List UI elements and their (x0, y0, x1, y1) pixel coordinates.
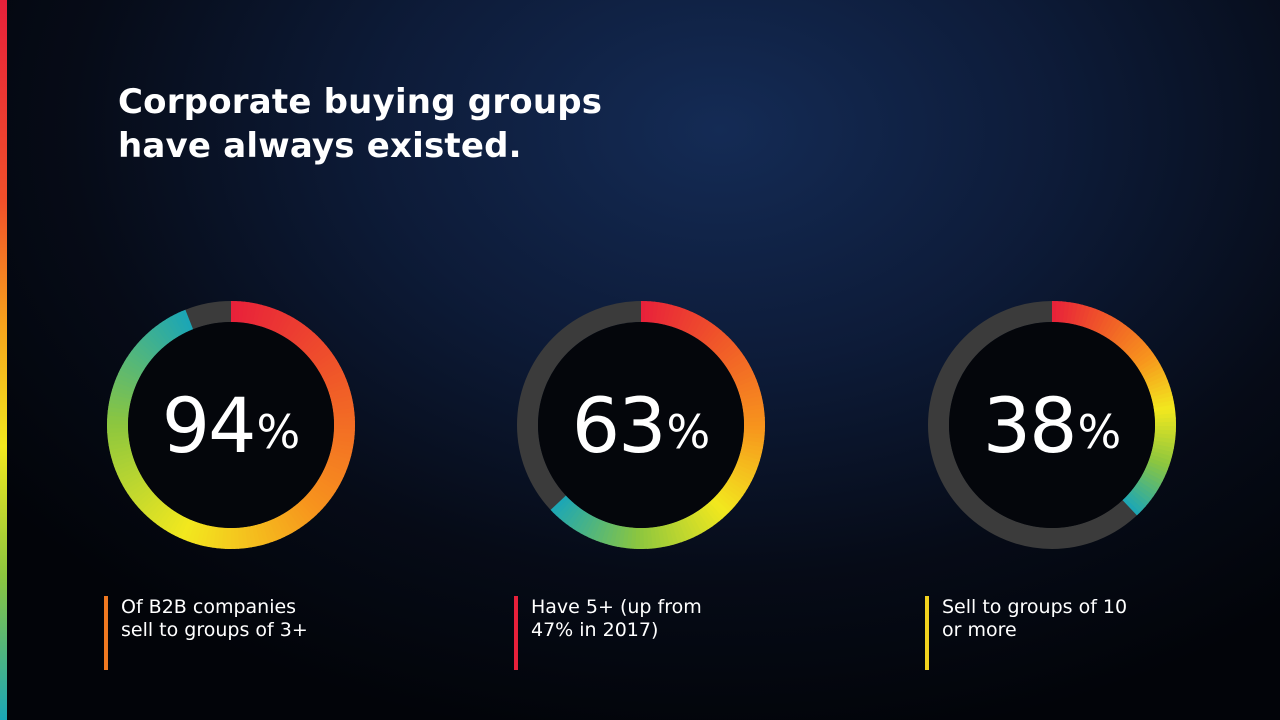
donut-arc-segment (550, 495, 569, 513)
accent-stripe (0, 0, 7, 720)
caption-2: Sell to groups of 10 or more (925, 596, 1127, 670)
donut-number-2: 38 (982, 380, 1078, 470)
donut-svg-1 (517, 301, 766, 549)
donut-arc-0 (106, 301, 355, 549)
donut-arc-segment (181, 309, 194, 331)
donut-svg-2 (928, 301, 1176, 549)
donut-arc-segment (1122, 497, 1141, 516)
donut-chart-1: 63% (516, 300, 766, 550)
slide-title: Corporate buying groups have always exis… (118, 82, 603, 166)
donut-center-2 (949, 322, 1155, 528)
caption-0: Of B2B companies sell to groups of 3+ (104, 596, 308, 670)
donut-unit-2: % (1077, 405, 1122, 459)
donut-number-0: 94 (161, 380, 257, 470)
donut-center-0 (128, 322, 334, 528)
donut-unit-0: % (256, 405, 301, 459)
donut-value-2: 38% (927, 300, 1177, 550)
donut-chart-0: 94% (106, 300, 356, 550)
donut-center-1 (538, 322, 744, 528)
donut-chart-2: 38% (927, 300, 1177, 550)
donut-unit-1: % (666, 405, 711, 459)
donut-value-1: 63% (516, 300, 766, 550)
caption-1: Have 5+ (up from 47% in 2017) (514, 596, 702, 670)
donut-arc-2 (1051, 301, 1176, 516)
donut-number-1: 63 (571, 380, 667, 470)
donut-arc-1 (550, 301, 766, 549)
donut-svg-0 (106, 301, 355, 549)
donut-value-0: 94% (106, 300, 356, 550)
